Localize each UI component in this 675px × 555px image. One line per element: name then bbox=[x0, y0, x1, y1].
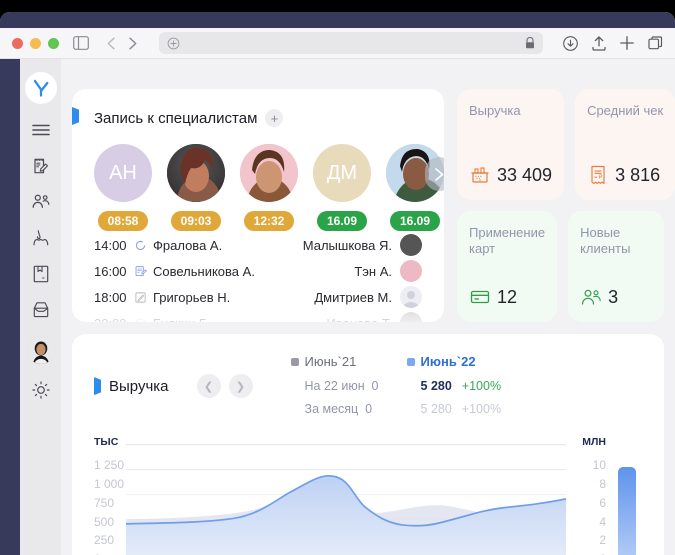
svg-text:₽: ₽ bbox=[599, 173, 603, 180]
